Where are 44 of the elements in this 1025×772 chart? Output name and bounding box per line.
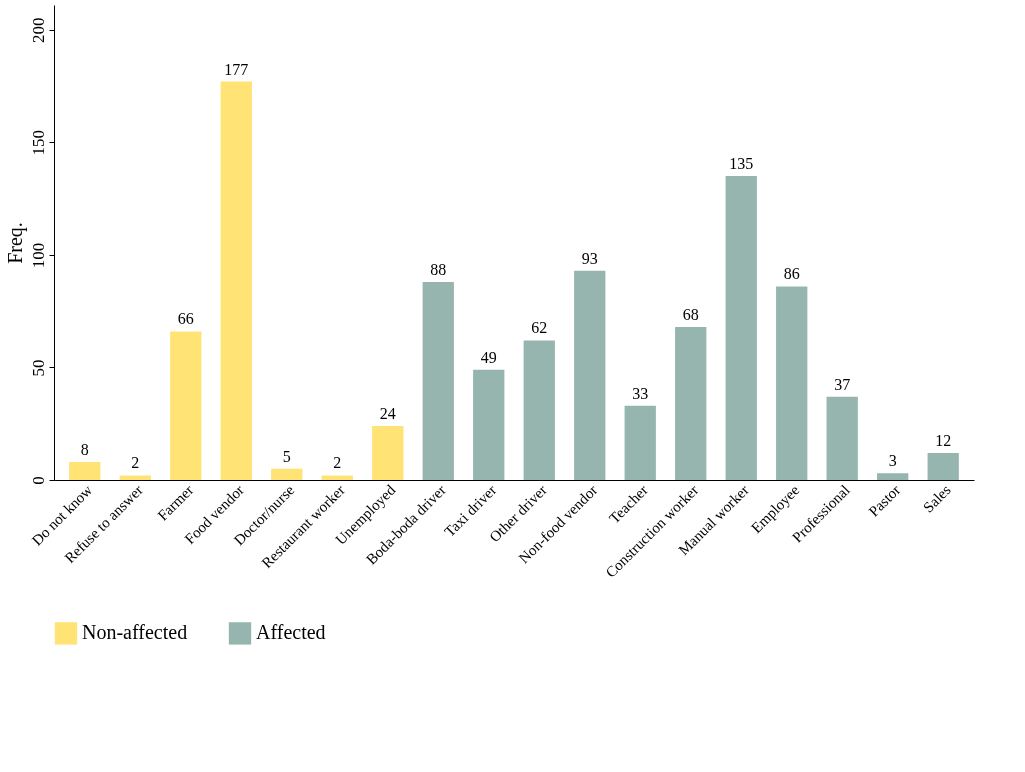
data-label: 135 [729, 155, 754, 173]
data-label: 88 [430, 260, 447, 278]
data-label: 62 [531, 319, 548, 337]
bar [877, 473, 909, 480]
y-axis-title: Freq. [3, 222, 27, 264]
legend-label: Affected [256, 621, 326, 644]
y-tick-label: 150 [28, 130, 48, 156]
bar [675, 326, 707, 480]
data-label: 86 [783, 265, 800, 283]
y-tick-label: 50 [28, 359, 48, 377]
bar [119, 475, 151, 480]
y-tick-label: 0 [28, 476, 48, 485]
data-label: 2 [131, 454, 140, 472]
bar [624, 405, 656, 480]
bar [776, 286, 808, 480]
bar [725, 176, 757, 480]
data-label: 5 [282, 447, 291, 465]
bar [523, 340, 555, 480]
data-label: 37 [834, 375, 851, 393]
data-label: 33 [632, 384, 649, 402]
bar [321, 475, 353, 480]
bar [170, 331, 202, 480]
data-label: 68 [682, 305, 699, 323]
data-label: 24 [379, 404, 396, 422]
data-label: 49 [480, 348, 497, 366]
data-label: 93 [581, 249, 598, 267]
bar [473, 369, 505, 480]
bar [826, 396, 858, 480]
bar [927, 452, 959, 480]
legend-label: Non-affected [82, 621, 188, 644]
bar [69, 461, 101, 480]
bar [372, 425, 404, 480]
bar [422, 281, 454, 480]
data-label: 2 [333, 454, 342, 472]
data-label: 3 [888, 452, 897, 470]
bar [574, 270, 606, 480]
y-tick-label: 200 [28, 17, 48, 44]
data-label: 8 [80, 440, 89, 458]
bar [220, 81, 252, 480]
data-label: 66 [177, 310, 194, 328]
data-label: 177 [224, 60, 249, 78]
data-label: 12 [935, 431, 952, 449]
y-tick-label: 100 [28, 242, 48, 269]
bar [271, 468, 303, 480]
